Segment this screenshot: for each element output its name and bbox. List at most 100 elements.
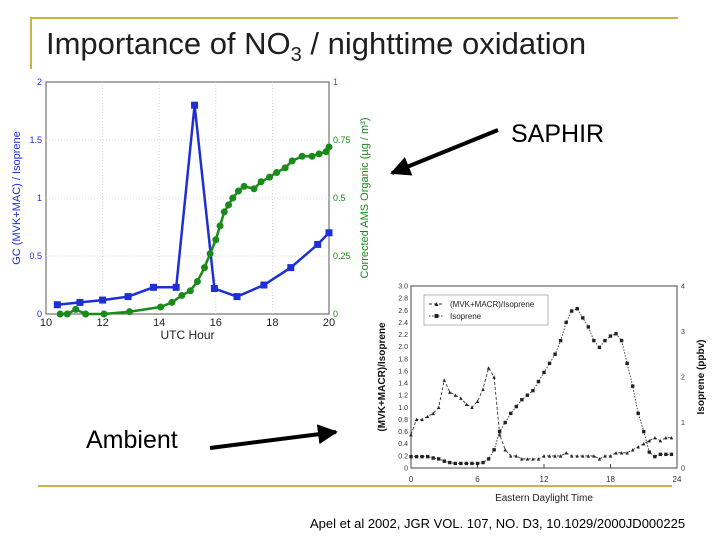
ambient-isoprene-point (420, 454, 424, 459)
title-rest: / nighttime oxidation (301, 26, 587, 61)
ambient-ratio-point (525, 457, 530, 461)
ambient-isoprene-point (614, 332, 618, 336)
ambient-isoprene-point (542, 370, 546, 375)
ambient-y-right-tick-label: 4 (681, 284, 685, 291)
ambient-isoprene-point (636, 411, 640, 416)
ambient-isoprene-point (497, 429, 502, 434)
ambient-y-left-tick-label: 0 (404, 466, 408, 473)
saphir-ratio-point (191, 101, 199, 109)
ambient-y-right-tick-label: 1 (681, 420, 685, 427)
saphir-y-right-tick-label: 0 (333, 309, 338, 319)
saphir-x-tick-label: 20 (323, 317, 335, 329)
ambient-isoprene-point (619, 338, 624, 343)
bottom-accent-rule (38, 485, 672, 487)
ambient-y-right-tick-label: 2 (681, 375, 685, 382)
ambient-y-left-tick-label: 3.0 (398, 284, 408, 291)
ambient-ratio-point (570, 454, 574, 458)
saphir-x-tick-label: 12 (96, 317, 108, 329)
saphir-y-left-tick-label: 2 (37, 77, 42, 87)
saphir-organic-point (273, 168, 281, 176)
ambient-isoprene-point (647, 450, 651, 454)
ambient-legend-entry: Isoprene (450, 312, 482, 321)
saphir-ratio-point (210, 284, 218, 292)
saphir-organic-point (240, 182, 248, 190)
ambient-ratio-point (586, 454, 591, 458)
saphir-x-tick-label: 14 (153, 317, 165, 329)
ambient-isoprene-point (425, 454, 430, 459)
ambient-ratio-point (558, 454, 563, 458)
ambient-isoprene-point (553, 352, 557, 356)
ambient-ratio-point (514, 454, 518, 458)
ambient-isoprene-point (547, 361, 552, 366)
ambient-isoprene-point (492, 448, 496, 452)
ambient-y-right-tick-label: 3 (681, 329, 685, 336)
saphir-organic-point (82, 310, 90, 318)
ambient-ratio-point (564, 451, 568, 455)
ambient-ratio-point (492, 375, 496, 379)
ambient-isoprene-point (442, 459, 446, 463)
ambient-isoprene-point (531, 388, 535, 393)
ambient-y-left-tick-label: 1.4 (398, 381, 408, 388)
saphir-organic-point (157, 303, 165, 311)
ambient-isoprene-point (481, 460, 485, 465)
ambient-isoprene-point (431, 456, 435, 460)
ambient-ratio-point (531, 457, 535, 461)
ambient-y-left-tick-label: 2.2 (398, 332, 408, 339)
ambient-isoprene-point (464, 461, 469, 466)
ambient-isoprene-point (630, 384, 635, 388)
ambient-isoprene-point (653, 454, 657, 459)
ambient-ratio-point (459, 396, 463, 400)
ambient-ratio-point (619, 451, 624, 455)
saphir-ratio-point (172, 283, 180, 291)
ambient-isoprene-point (592, 338, 596, 343)
ambient-x-tick-label: 0 (409, 475, 414, 484)
saphir-organic-point (206, 250, 214, 258)
saphir-ratio-point (124, 293, 132, 301)
ambient-y-left-axis-label: (MVK+MACR)/Isoprene (377, 322, 388, 432)
saphir-organic-point (281, 164, 289, 172)
ambient-y-left-tick-label: 1.0 (398, 405, 408, 412)
saphir-x-tick-label: 18 (266, 317, 278, 329)
ambient-ratio-point (669, 435, 674, 440)
ambient-y-left-tick-label: 2.4 (398, 320, 408, 327)
ambient-ratio-point (431, 411, 435, 416)
ambient-ratio-point (542, 454, 546, 458)
ambient-y-left-tick-label: 0.8 (398, 417, 408, 424)
saphir-y-left-tick-label: 1.5 (29, 135, 42, 145)
citation: Apel et al 2002, JGR VOL. 107, NO. D3, 1… (310, 516, 686, 531)
ambient-ratio-point (509, 454, 513, 458)
ambient-y-left-tick-label: 0.6 (398, 429, 408, 436)
saphir-organic-point (200, 264, 208, 272)
ambient-ratio-point (425, 414, 430, 419)
slide-title: Importance of NO3 / nighttime oxidation (46, 26, 586, 67)
ambient-y-left-tick-label: 1.2 (398, 393, 408, 400)
ambient-ratio-point (642, 442, 646, 446)
ambient-isoprene-point (525, 393, 530, 397)
ambient-ratio-point (547, 454, 552, 458)
saphir-organic-point (266, 173, 274, 181)
saphir-organic-point (325, 143, 333, 151)
label-saphir: SAPHIR (511, 120, 605, 148)
ambient-ratio-point (614, 451, 618, 455)
saphir-organic-point (168, 298, 176, 306)
ambient-y-left-tick-label: 1.8 (398, 356, 408, 363)
ambient-isoprene-point (448, 460, 452, 465)
ambient-isoprene-point (437, 457, 441, 461)
ambient-x-tick-label: 6 (475, 475, 480, 484)
saphir-organic-point (193, 278, 201, 286)
saphir-y-right-tick-label: 0.75 (333, 135, 351, 145)
ambient-ratio-point (453, 393, 458, 397)
ambient-ratio-point (647, 439, 651, 443)
ambient-ratio-line (410, 366, 672, 460)
ambient-y-right-axis-label: Isoprene (ppbv) (696, 339, 707, 414)
saphir-organic-point (298, 152, 306, 160)
ambient-y-right-tick-label: 0 (681, 466, 685, 473)
saphir-ratio-point (233, 293, 241, 301)
saphir-ratio-point (287, 264, 295, 272)
ambient-ratio-point (442, 378, 446, 382)
ambient-ratio-point (486, 366, 491, 370)
saphir-organic-point (220, 208, 228, 216)
ambient-ratio-point (553, 454, 557, 458)
ambient-isoprene-point (486, 457, 491, 461)
ambient-ratio-point (608, 454, 613, 458)
